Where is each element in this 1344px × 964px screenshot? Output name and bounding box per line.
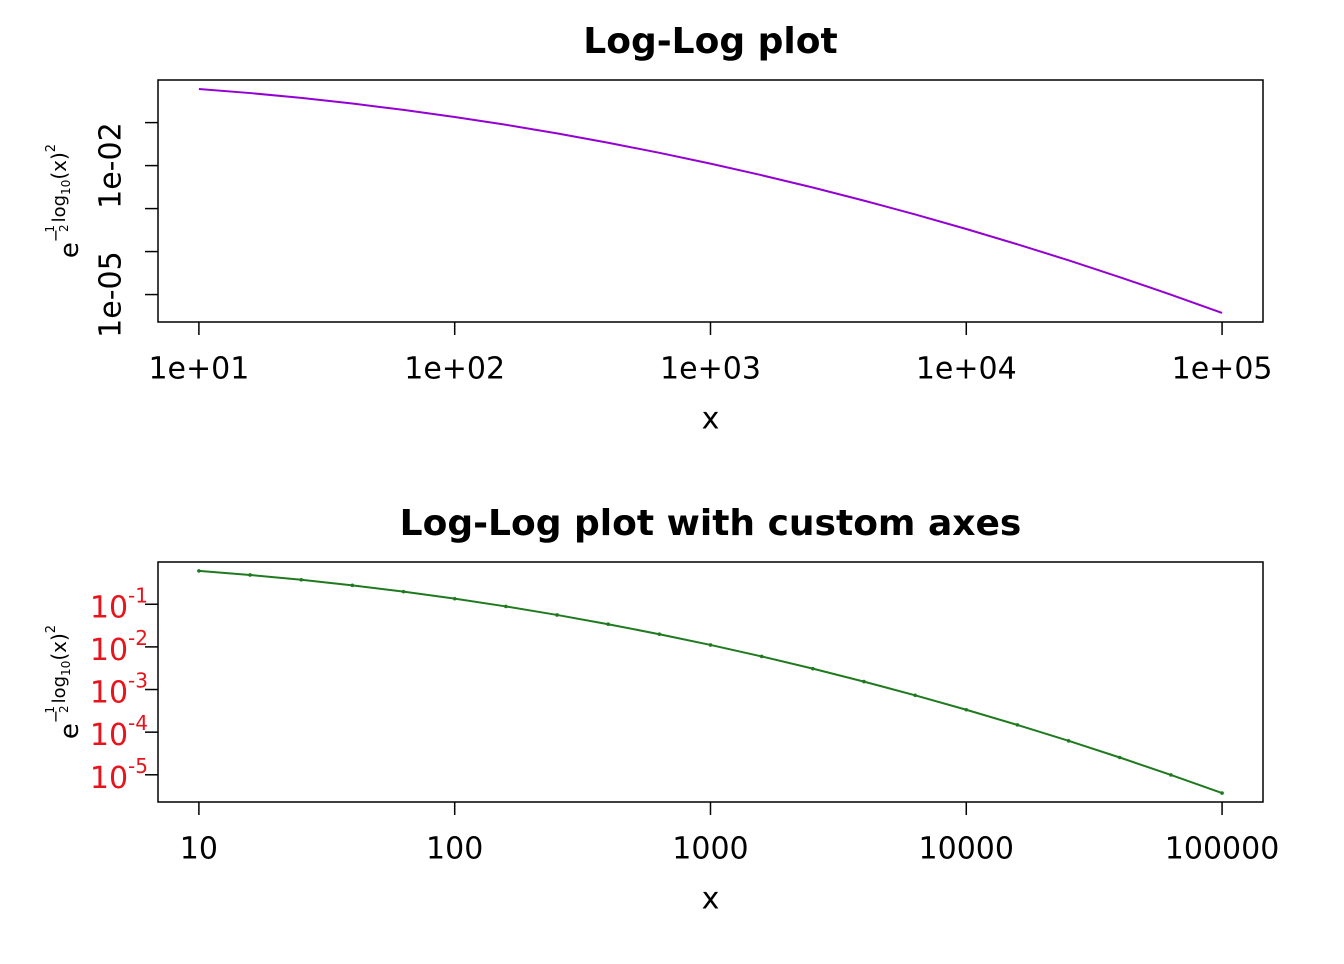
- data-line: [198, 569, 1223, 795]
- data-point: [862, 679, 866, 684]
- x-tick-label: 1e+01: [148, 352, 249, 387]
- plot-frame: [157, 561, 1264, 803]
- data-point: [1169, 773, 1173, 777]
- x-tick-label: 1e+04: [916, 352, 1017, 387]
- y-tick-label: 1e-05: [94, 251, 129, 338]
- plot-frame: [157, 79, 1264, 323]
- data-point: [1117, 755, 1122, 760]
- y-tick-base: 10: [90, 760, 128, 795]
- data-point: [606, 622, 610, 627]
- y-axis-label-part: (x): [47, 633, 71, 660]
- data-point: [657, 632, 662, 637]
- y-axis-label-part: 2: [57, 224, 71, 232]
- y-tick-base: 10: [90, 632, 128, 667]
- data-point: [708, 643, 713, 647]
- x-tick-label: 100: [426, 832, 483, 867]
- x-tick-label: 10000: [919, 832, 1014, 867]
- y-axis-label-part: −: [46, 710, 65, 723]
- y-axis-label-part: 10: [59, 661, 73, 676]
- y-axis-label: e−12log10(x)2: [43, 625, 85, 739]
- y-axis-label: e−12log10(x)2: [43, 144, 85, 258]
- y-axis-label-part: (x): [47, 152, 71, 179]
- x-axis-label: x: [702, 402, 720, 437]
- data-point: [1066, 739, 1071, 743]
- y-axis-label-part: 2: [44, 625, 59, 633]
- data-point: [811, 666, 815, 671]
- x-tick-label: 1e+02: [404, 352, 505, 387]
- y-axis-label-part: 2: [57, 705, 71, 713]
- y-axis-label-part: 2: [44, 144, 59, 152]
- y-axis-label-part: 1: [43, 225, 57, 233]
- y-axis-label-part: e: [55, 723, 85, 739]
- data-point: [401, 589, 406, 594]
- y-tick-label: 10-5: [90, 753, 148, 795]
- y-tick-exponent: -5: [128, 753, 148, 777]
- x-tick-label: 100000: [1165, 832, 1280, 867]
- data-point: [197, 569, 201, 573]
- y-axis-label-part: 1: [43, 706, 57, 714]
- y-tick-label: 10-1: [90, 583, 148, 625]
- y-tick-label: 1e-02: [94, 122, 129, 209]
- y-tick-base: 10: [90, 675, 128, 710]
- data-point: [759, 654, 764, 659]
- y-tick-exponent: -3: [128, 668, 148, 692]
- data-point: [913, 693, 917, 698]
- data-point: [555, 613, 559, 617]
- x-tick-label: 10: [180, 832, 218, 867]
- chart-title: Log-Log plot with custom axes: [400, 503, 1022, 544]
- data-point: [1015, 723, 1020, 727]
- y-tick-base: 10: [90, 718, 128, 753]
- y-tick-label: 10-2: [90, 625, 148, 667]
- y-tick-exponent: -2: [128, 625, 148, 649]
- y-tick-label: 10-3: [90, 668, 148, 710]
- x-tick-label: 1e+05: [1172, 352, 1273, 387]
- data-point: [452, 596, 457, 601]
- chart-title: Log-Log plot: [583, 21, 837, 62]
- data-point: [1220, 791, 1224, 795]
- x-axis-label: x: [702, 882, 720, 917]
- data-point: [350, 583, 355, 588]
- data-point: [504, 604, 508, 609]
- y-axis-label-text: e−12log10(x)2: [43, 144, 85, 258]
- data-point: [248, 573, 252, 577]
- data-line: [198, 87, 1223, 314]
- y-tick-exponent: -4: [128, 711, 148, 735]
- y-axis-label-part: e: [55, 242, 85, 258]
- y-tick-base: 10: [90, 590, 128, 625]
- x-tick-label: 1e+03: [660, 352, 761, 387]
- y-axis-label-part: 10: [59, 180, 73, 195]
- data-point: [299, 577, 304, 582]
- y-axis-label-part: −: [46, 229, 65, 242]
- data-point: [964, 707, 969, 712]
- y-axis-label-part: log: [49, 195, 70, 222]
- x-tick-label: 1000: [672, 832, 748, 867]
- y-axis-label-text: e−12log10(x)2: [43, 625, 85, 739]
- y-axis-label-part: log: [49, 676, 70, 703]
- y-tick-exponent: -1: [128, 583, 148, 607]
- y-tick-label: 10-4: [90, 711, 148, 753]
